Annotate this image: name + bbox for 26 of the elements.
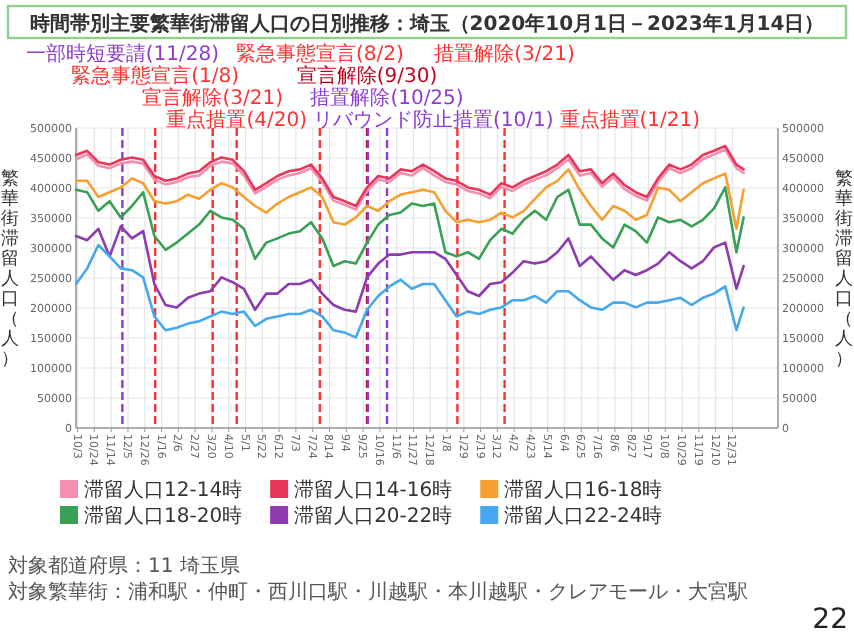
- line-series: [74, 168, 745, 231]
- text: 対象繁華街：浦和駅・仲町・西川口駅・川越駅・本川越駅・クレアモール・大宮駅: [8, 580, 748, 604]
- text: 22: [812, 604, 848, 636]
- ref-line-label: 緊急事態宣言(8/2): [235, 42, 404, 66]
- text: 繁華街滞留人口（人）: [1, 170, 19, 370]
- ref-line-label: 重点措置(4/20): [166, 108, 308, 132]
- legend-label: 滞留人口12-14時: [84, 478, 243, 502]
- text: 繁華街滞留人口（人）: [835, 170, 853, 370]
- text: 対象都道府県：11 埼玉県: [8, 554, 240, 578]
- ref-line-label: 重点措置(1/21): [559, 108, 701, 132]
- ref-line-label: 緊急事態宣言(1/8): [71, 64, 240, 88]
- legend-label: 滞留人口20-22時: [294, 504, 453, 528]
- ref-line-label: 措置解除(10/25): [310, 86, 464, 110]
- ref-line-label: 措置解除(3/21): [434, 42, 576, 66]
- ref-line-label: リバウンド防止措置(10/1): [312, 108, 554, 132]
- line-series: [74, 225, 745, 313]
- ref-line-label: 宣言解除(3/21): [142, 86, 284, 110]
- legend-label: 滞留人口14-16時: [294, 478, 453, 502]
- line-series: [74, 186, 745, 268]
- ref-line-label: 一部時短要請(11/28): [25, 42, 220, 66]
- legend-label: 滞留人口18-20時: [84, 504, 243, 528]
- chart-title: 時間帯別主要繁華街滞留人口の日別推移：埼玉（2020年10月1日－2023年1月14日）: [29, 12, 825, 36]
- legend-label: 滞留人口22-24時: [504, 504, 663, 528]
- line-series: [74, 243, 745, 339]
- legend-label: 滞留人口16-18時: [504, 478, 663, 502]
- ref-line-label: 宣言解除(9/30): [296, 64, 438, 88]
